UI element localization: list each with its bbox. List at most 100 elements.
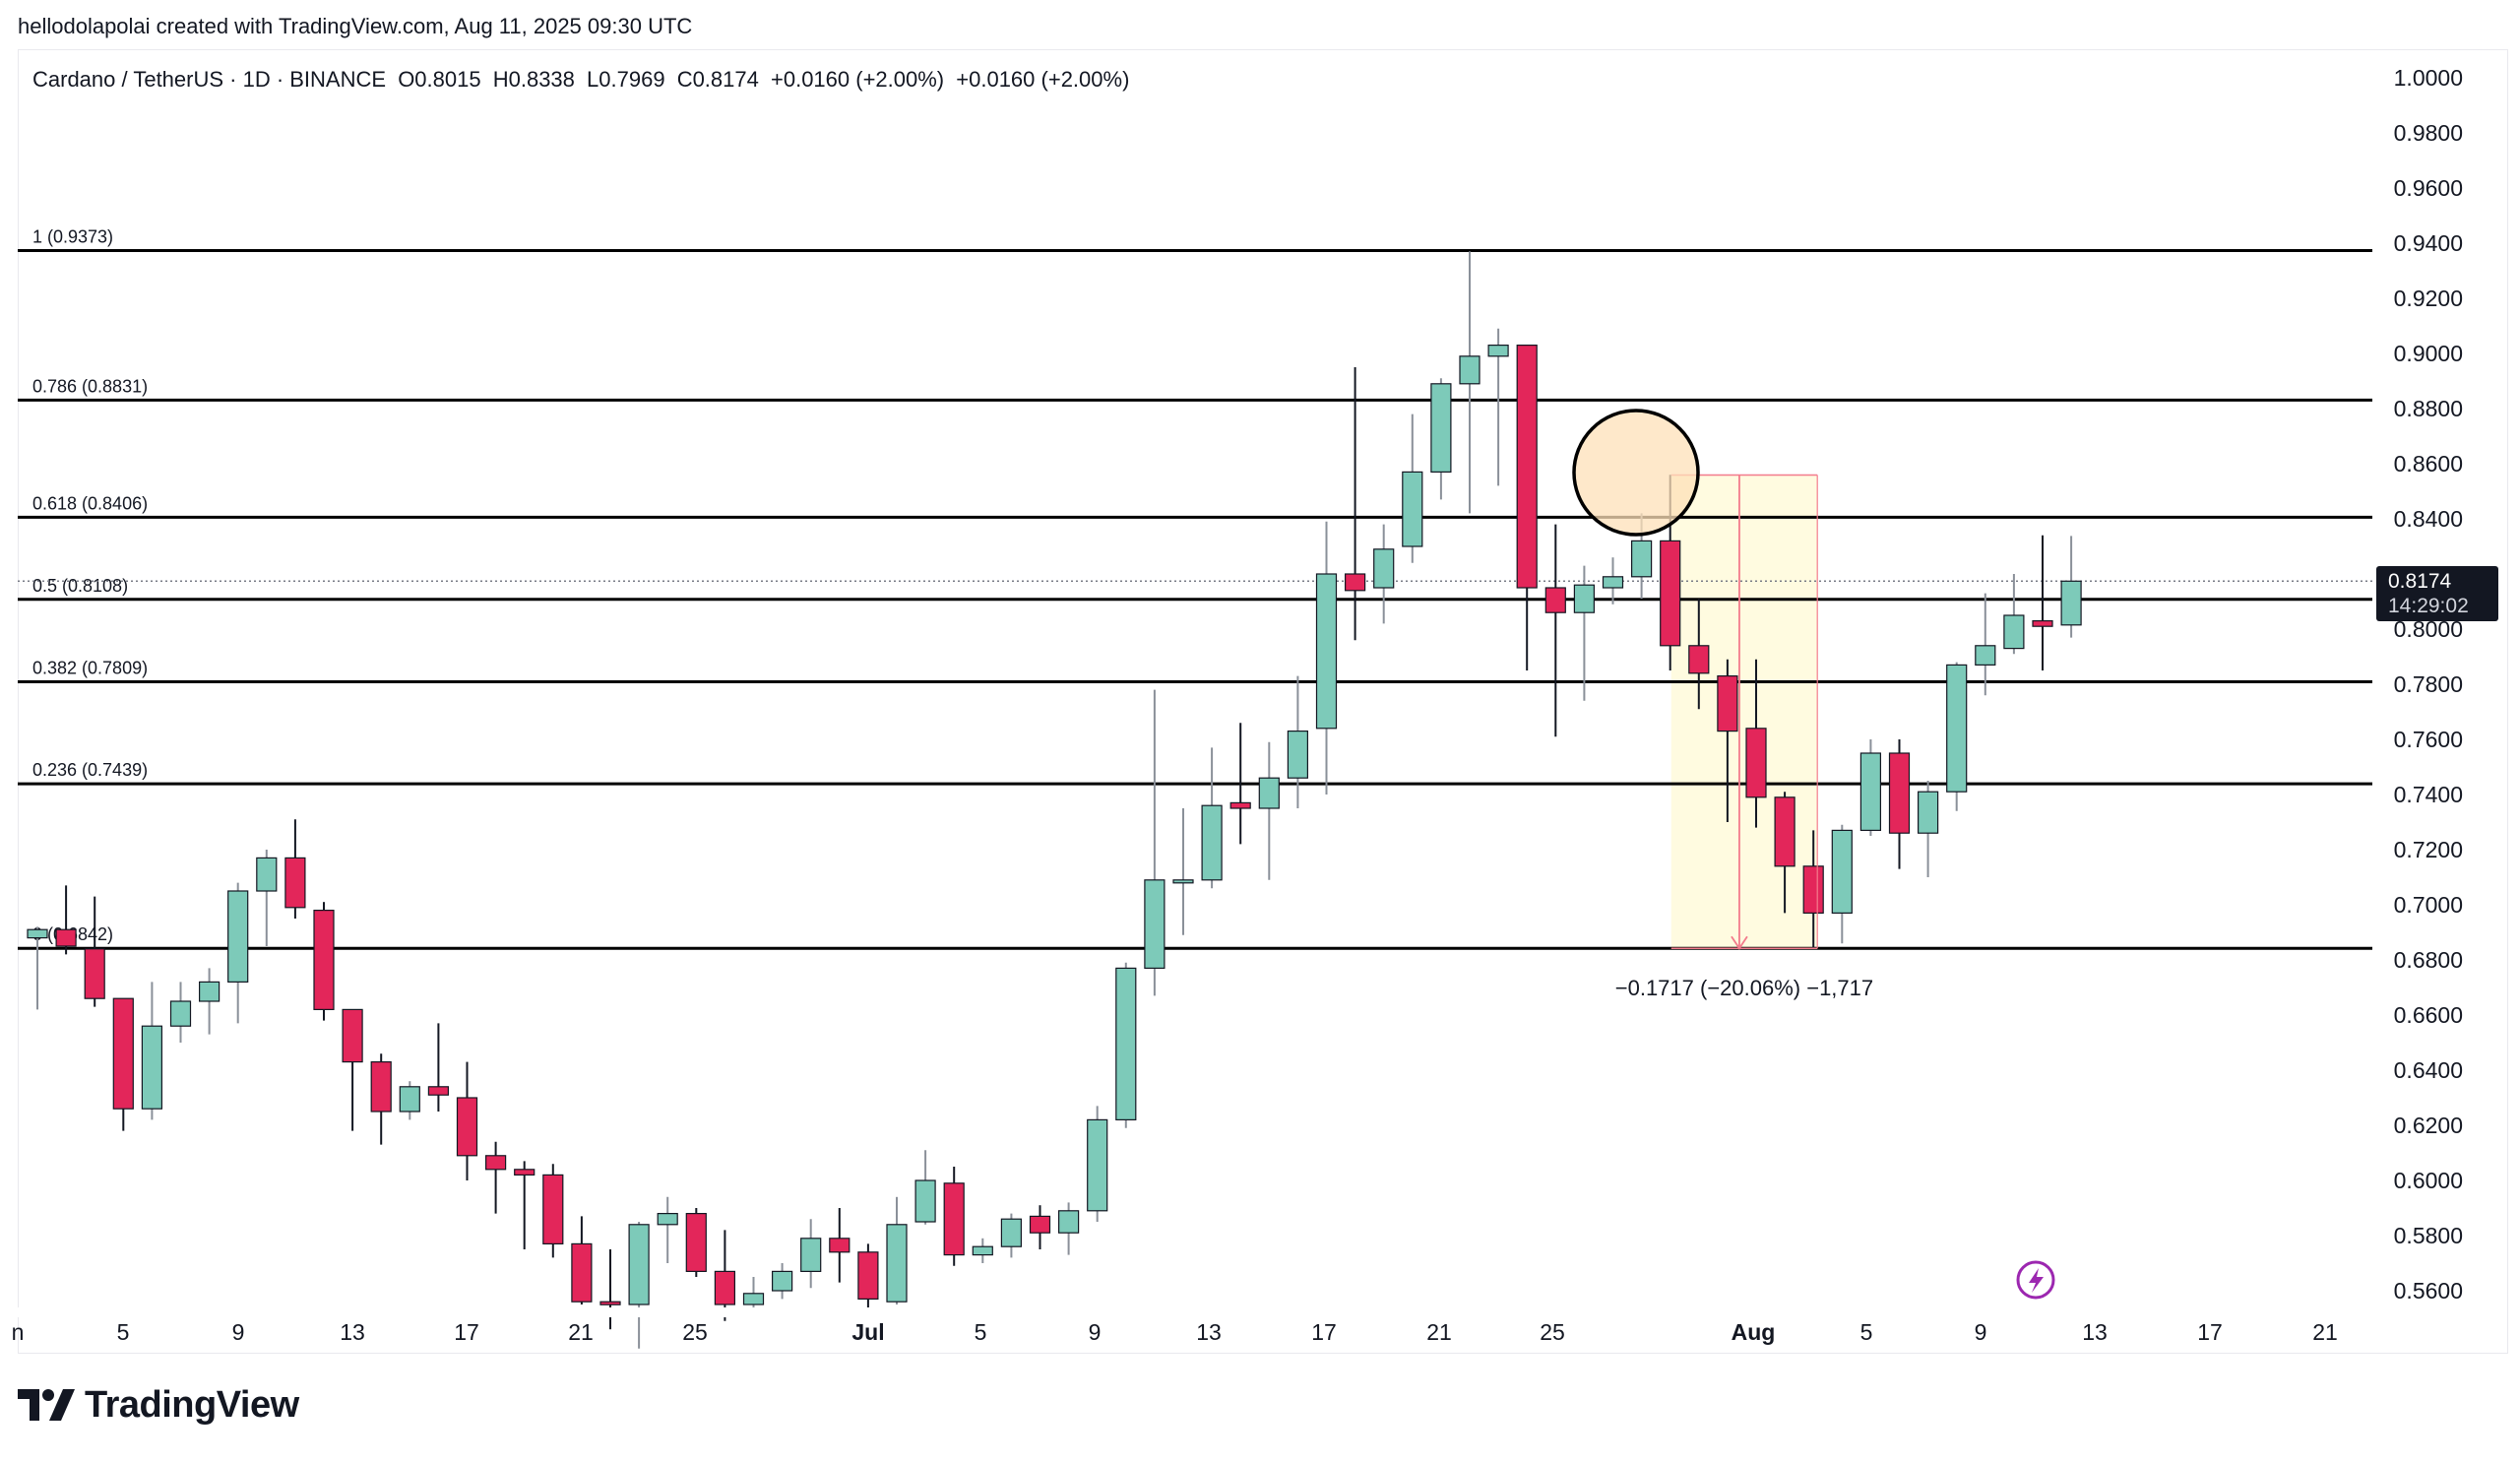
time-axis-label: 25 [682,1319,708,1345]
candle-body [1888,752,1911,834]
candle-body [972,1245,993,1256]
price-axis-label: 0.8600 [2394,451,2463,477]
time-axis-label: 13 [2082,1319,2108,1345]
price-axis-label: 0.6200 [2394,1113,2463,1138]
measure-arrow-head [1731,935,1748,950]
candle-body [1115,967,1137,1121]
price-axis-label: 0.8800 [2394,396,2463,421]
price-axis-label: 0.9600 [2394,175,2463,201]
fib-level-label: 0.786 (0.8831) [32,376,148,396]
candle-body [1660,540,1681,647]
measure-label: −0.1717 (−20.06%) −1,717 [1615,976,1873,1000]
ohlc-low: L0.7969 [587,67,665,92]
candle-body [313,909,335,1010]
measure-range-area [1670,475,1818,949]
price-axis-label: 0.7800 [2394,671,2463,697]
candle-body [112,997,134,1110]
candle-body [370,1060,392,1113]
candle-body [542,1174,564,1245]
ohlc-close: C0.8174 [676,67,759,92]
candle-body [1831,829,1853,915]
candle-body [141,1025,162,1110]
candle-body [427,1086,449,1096]
candle-body [571,1242,593,1303]
candle-body [1745,728,1767,798]
time-axis-label: 17 [454,1319,479,1345]
candle-body [857,1251,879,1301]
candle-body [1459,355,1480,385]
time-axis-label: 9 [1089,1319,1102,1345]
fib-level-label: 0.236 (0.7439) [32,760,148,780]
candle-body [227,890,249,984]
candle-body [714,1270,736,1305]
annotations: −0.1717 (−20.06%) −1,717 [0,409,2372,1317]
price-axis-label: 0.9000 [2394,341,2463,366]
time-axis-label: Jul [851,1319,884,1345]
tradingview-logo-icon [18,1389,75,1421]
candle-body [1774,796,1796,867]
time-axis-label: 5 [1860,1319,1873,1345]
symbol-name[interactable]: Cardano / TetherUS · 1D · BINANCE [32,67,387,92]
time-axis-label: 13 [340,1319,365,1345]
candle-body [2003,614,2025,650]
time-axis-label: 21 [2312,1319,2338,1345]
ohlc-high: H0.8338 [492,67,575,92]
price-axis-label: 0.7000 [2394,892,2463,918]
candle-body [886,1224,908,1303]
candle-body [2060,580,2082,626]
time-axis-label: 9 [232,1319,245,1345]
change-value-secondary: +0.0160 (+2.00%) [956,67,1130,92]
candle-body [199,981,220,1002]
candle-body [1201,804,1223,881]
time-axis-label: 13 [1196,1319,1222,1345]
candle-body [1630,540,1653,578]
candle-body [1087,1118,1108,1212]
chart-pane[interactable] [18,49,2508,1354]
symbol-header: Cardano / TetherUS · 1D · BINANCE O0.801… [32,67,1135,93]
axes: 1.0000 0.9800 0.9600 0.9400 0.9200 0.9000 0.88… [12,65,2463,1345]
price-axis-label: 1.0000 [2394,65,2463,91]
candle-body [1144,879,1166,969]
candle-body [800,1238,822,1273]
fib-level-label: 0.5 (0.8108) [32,576,128,596]
candles [27,251,2082,1349]
price-axis-label: 0.9400 [2394,230,2463,256]
candle-body [742,1293,765,1305]
chart-caption: hellodolapolai created with TradingView.… [18,14,693,38]
candle-body [256,857,278,892]
ohlc-open: O0.8015 [398,67,481,92]
price-axis-label: 0.6400 [2394,1057,2463,1083]
price-axis-label: 0.5600 [2394,1278,2463,1304]
candle-body [943,1182,965,1256]
candle-body [84,948,105,999]
time-axis-label: 21 [568,1319,594,1345]
fib-level-label: 1 (0.9373) [32,227,113,247]
candle-body [1573,584,1596,613]
candle-body [514,1169,536,1177]
candle-body [485,1155,507,1171]
candle-body [1172,879,1194,884]
time-axis-label: 9 [1975,1319,1987,1345]
bar-countdown: 14:29:02 [2388,595,2469,617]
candle-body [1287,730,1309,779]
time-axis-label: 25 [1540,1319,1565,1345]
tradingview-logo[interactable]: TradingView [18,1380,299,1430]
price-axis-label: 0.6800 [2394,947,2463,973]
time-axis-label: 21 [1426,1319,1452,1345]
candle-body [399,1086,420,1113]
candle-body [1487,345,1509,357]
fib-level-label: 0.618 (0.8406) [32,493,148,513]
price-axis-label: 0.8400 [2394,506,2463,532]
candle-body [1802,865,1824,914]
candle-body [628,1224,650,1305]
fib-level-label: 0.382 (0.7809) [32,658,148,677]
lightning-icon [2016,1260,2055,1300]
candle-body [1544,587,1566,613]
candle-body [1344,573,1366,592]
candle-body [169,1000,192,1027]
time-axis-label: 17 [1311,1319,1337,1345]
price-axis-label: 0.7200 [2394,837,2463,862]
price-axis-label: 0.7400 [2394,782,2463,807]
candle-body [1975,645,1996,666]
